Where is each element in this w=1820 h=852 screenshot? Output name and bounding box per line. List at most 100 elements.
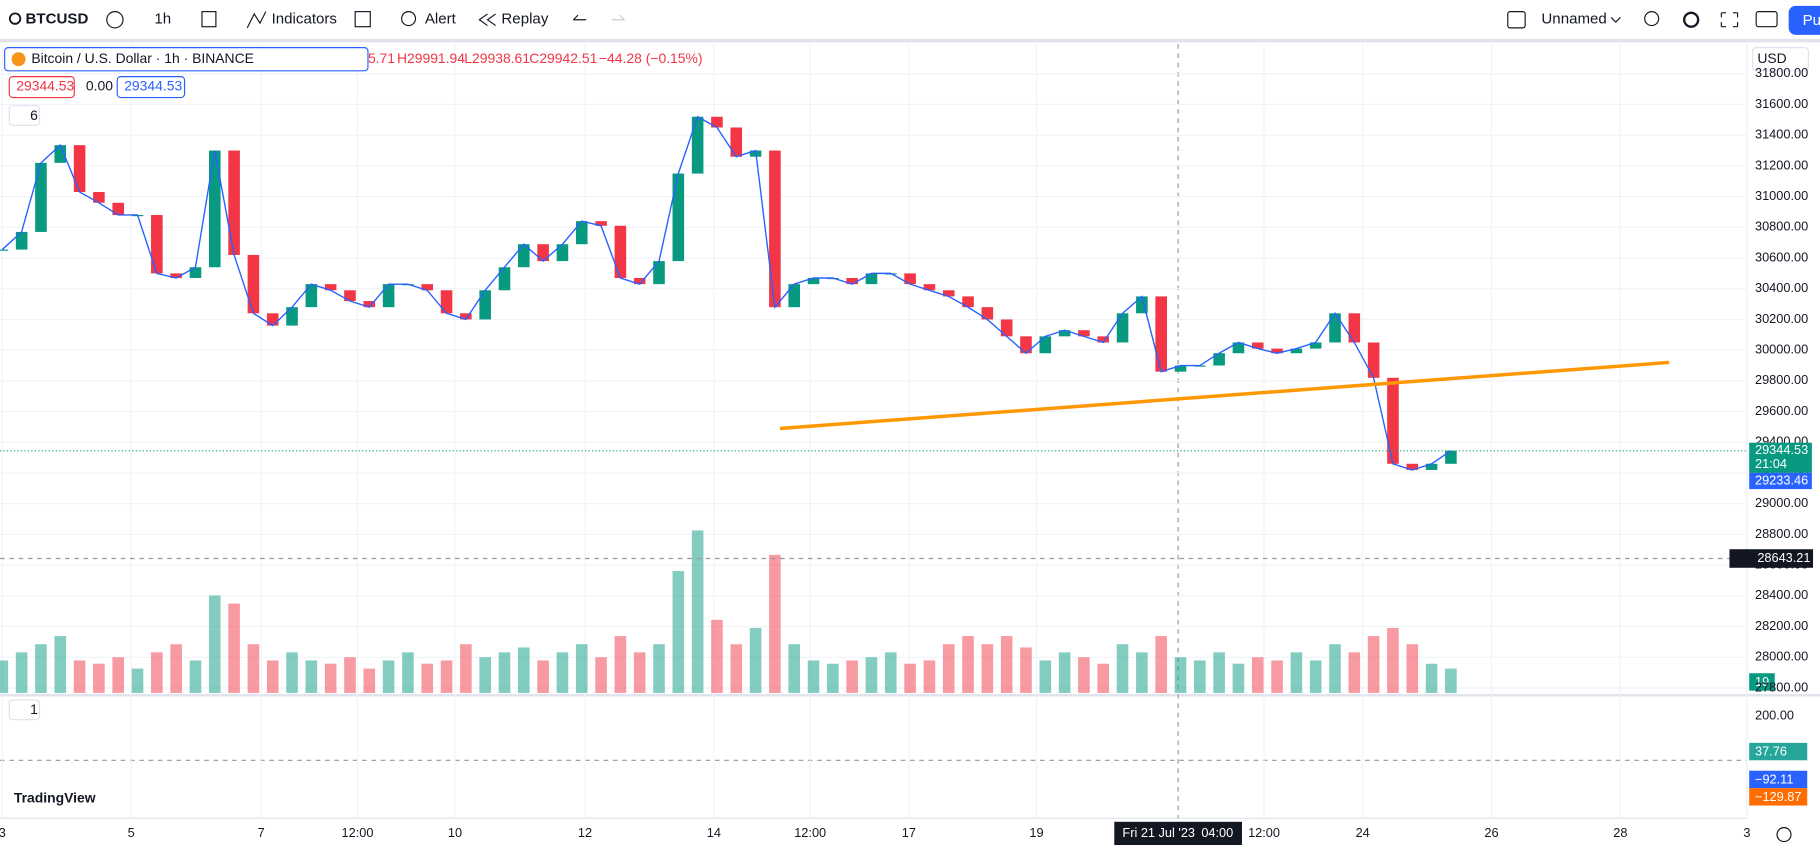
quick-search-icon[interactable] <box>1644 11 1660 27</box>
add-symbol-icon[interactable] <box>106 11 124 29</box>
candle <box>633 277 646 285</box>
volume-bar <box>93 663 105 693</box>
y-tick-label: 29000.00 <box>1755 495 1808 510</box>
publish-button[interactable]: Pu <box>1803 12 1820 29</box>
candle <box>962 296 974 308</box>
volume-bar <box>382 660 395 693</box>
y-tick-label: 31400.00 <box>1755 127 1808 142</box>
candle <box>324 284 337 291</box>
indicator-toggle[interactable] <box>8 105 41 126</box>
macd-line-value: −92.11 <box>1755 771 1793 786</box>
buy-price[interactable]: 29344.53 <box>124 78 182 94</box>
candle <box>1213 353 1225 366</box>
legend: Bitcoin / U.S. Dollar · 1h · BINANCE 5.7… <box>4 47 1809 721</box>
candle <box>1251 342 1264 349</box>
candle <box>518 244 530 268</box>
volume-bar <box>1329 644 1341 693</box>
layout-dropdown[interactable] <box>1610 17 1621 23</box>
candle <box>363 301 376 308</box>
price-line <box>1 115 1452 471</box>
x-tick-label: 12:00 <box>342 825 374 840</box>
candle <box>1020 336 1032 354</box>
chart-type-icon[interactable] <box>201 11 217 28</box>
interval[interactable]: 1h <box>154 11 171 28</box>
candle <box>0 249 9 251</box>
legend-box[interactable] <box>4 47 369 72</box>
macd-toggle[interactable] <box>8 699 41 721</box>
candle <box>1329 313 1341 343</box>
legend-title[interactable]: Bitcoin / U.S. Dollar · 1h · BINANCE <box>31 50 254 66</box>
trendline <box>779 360 1670 431</box>
snapshot-icon[interactable] <box>1755 11 1778 28</box>
alert-button[interactable]: Alert <box>425 11 457 28</box>
sell-price[interactable]: 29344.53 <box>16 78 74 94</box>
y-tick-label: 28800.00 <box>1755 526 1808 541</box>
y-tick-label: 28400.00 <box>1755 587 1808 602</box>
ma-price-badge <box>1749 472 1812 490</box>
y-tick-label: 30600.00 <box>1755 249 1808 264</box>
volume-bar <box>131 668 144 693</box>
indicators-button[interactable]: Indicators <box>272 11 337 28</box>
buy-box[interactable] <box>116 76 186 99</box>
alert-icon[interactable] <box>401 11 417 27</box>
undo-icon[interactable] <box>572 14 587 21</box>
volume-bar <box>749 627 762 693</box>
candle <box>1116 313 1129 343</box>
axis-settings-icon[interactable] <box>1776 827 1792 843</box>
volume-bar <box>1425 663 1438 693</box>
templates-icon[interactable] <box>354 11 371 28</box>
candle <box>189 267 202 278</box>
volume-bar <box>151 652 163 693</box>
volume-bar <box>904 663 916 693</box>
settings-icon[interactable] <box>1683 11 1700 28</box>
x-tick-label: 3 <box>1743 825 1750 840</box>
macd-signal-badge <box>1749 788 1808 806</box>
x-tick-label: 14 <box>707 825 721 840</box>
y-tick-label: 27800.00 <box>1755 679 1808 694</box>
fullscreen-icon[interactable] <box>1720 12 1739 28</box>
currency-box[interactable] <box>1752 47 1809 72</box>
candle <box>54 145 67 163</box>
volume-bar <box>711 619 723 693</box>
macd-hist-badge <box>1749 742 1808 761</box>
brand-logo[interactable]: TradingView <box>14 789 96 805</box>
layout-icon[interactable] <box>1507 11 1526 29</box>
volume-bar <box>54 636 67 693</box>
replay-button[interactable]: Replay <box>501 11 548 28</box>
volume-bar <box>35 644 47 693</box>
macd-signal-value: −129.87 <box>1755 789 1801 804</box>
replay-icon[interactable] <box>478 13 496 27</box>
volume-bar <box>633 652 646 693</box>
y-tick-label: 31600.00 <box>1755 96 1808 111</box>
volume-bar <box>923 660 936 693</box>
candle <box>1078 330 1090 337</box>
macd-pane-count[interactable]: 1 <box>30 701 38 717</box>
redo-icon[interactable] <box>611 14 625 21</box>
volume-bar <box>479 657 491 693</box>
volume-bar <box>1406 644 1419 693</box>
candle <box>595 221 607 226</box>
legend-close: C29942.51 <box>529 50 597 66</box>
volume-bar <box>189 660 202 693</box>
volume-bar <box>769 554 781 693</box>
candle <box>1174 365 1187 372</box>
indicator-count[interactable]: 6 <box>30 107 38 123</box>
volume-bar <box>1039 660 1052 693</box>
search-icon[interactable] <box>8 12 22 25</box>
publish-button-bg[interactable] <box>1788 5 1820 35</box>
candle <box>35 162 47 232</box>
legend-open: 5.71 <box>368 50 395 66</box>
candle <box>382 284 395 308</box>
candle <box>537 244 549 262</box>
candle <box>653 261 665 285</box>
currency[interactable]: USD <box>1757 50 1786 66</box>
indicators-icon[interactable] <box>246 11 267 29</box>
y-tick-label: 30800.00 <box>1755 219 1808 234</box>
volume-bar <box>884 652 897 693</box>
candle <box>1290 348 1303 354</box>
symbol[interactable]: BTCUSD <box>26 11 89 28</box>
layout-name[interactable]: Unnamed <box>1541 11 1606 28</box>
candle <box>923 284 936 291</box>
sell-box[interactable] <box>8 76 75 99</box>
candle <box>1039 336 1052 354</box>
